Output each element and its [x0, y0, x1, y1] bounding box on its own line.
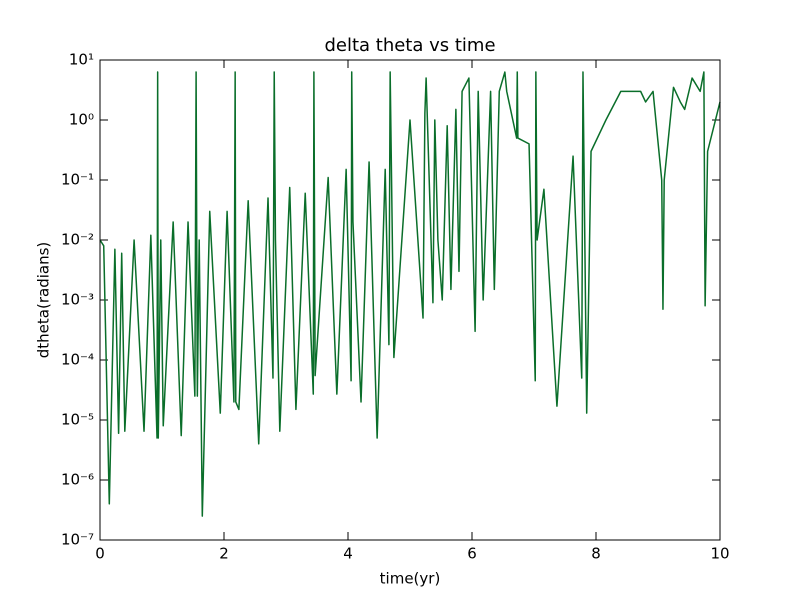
x-tick-label: 10 [710, 545, 729, 563]
x-tick-label: 8 [591, 545, 601, 563]
x-tick-label: 4 [343, 545, 353, 563]
y-tick-label: 10¹ [69, 51, 94, 69]
y-axis-label: dtheta(radians) [35, 242, 53, 358]
x-tick-label: 2 [219, 545, 229, 563]
chart-title: delta theta vs time [324, 35, 495, 56]
data-line [99, 71, 721, 517]
x-tick-label: 6 [467, 545, 477, 563]
y-tick-label: 10⁻⁶ [61, 471, 94, 489]
plot-frame [99, 59, 721, 541]
y-tick-label: 10⁻⁷ [61, 531, 94, 549]
y-tick-label: 10⁰ [69, 111, 94, 129]
y-tick-label: 10⁻⁴ [61, 351, 94, 369]
y-tick-label: 10⁻⁵ [61, 411, 94, 429]
y-tick-label: 10⁻² [61, 231, 94, 249]
x-tick-label: 0 [95, 545, 105, 563]
y-tick-label: 10⁻¹ [61, 171, 94, 189]
y-tick-label: 10⁻³ [61, 291, 94, 309]
x-axis-label: time(yr) [380, 570, 441, 588]
